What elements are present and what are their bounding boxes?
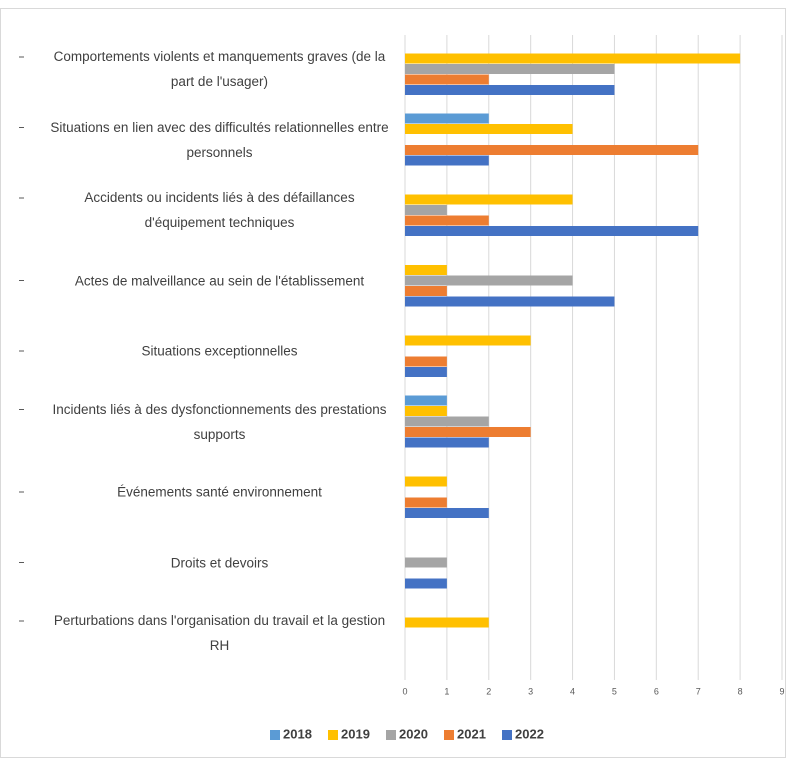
bar (405, 356, 447, 367)
category-label: Situations exceptionnelles (141, 343, 298, 359)
bar (405, 226, 699, 236)
bar (405, 85, 615, 95)
bar (405, 617, 489, 628)
bar (405, 215, 489, 226)
legend-label: 2019 (341, 726, 370, 741)
bar (405, 265, 447, 275)
bar (405, 335, 531, 346)
bar (405, 557, 447, 568)
legend-label: 2021 (457, 726, 486, 741)
bar (405, 275, 573, 286)
bar (405, 406, 447, 416)
category-label: Situations en lien avec des difficultés … (50, 119, 389, 160)
category-label: Événements santé environnement (117, 484, 322, 500)
x-tick-label: 0 (402, 686, 407, 696)
bar (405, 416, 489, 427)
bar (405, 497, 447, 508)
x-tick-label: 2 (486, 686, 491, 696)
bar (405, 427, 531, 437)
legend-swatch (444, 730, 454, 740)
bar (405, 367, 447, 377)
bar (405, 145, 699, 155)
x-tick-label: 7 (696, 686, 701, 696)
bar (405, 155, 489, 166)
bar (405, 578, 447, 589)
x-tick-label: 4 (570, 686, 575, 696)
x-tick-label: 5 (612, 686, 617, 696)
category-label: Perturbations dans l'organisation du tra… (53, 613, 386, 653)
legend-label: 2020 (399, 726, 428, 741)
legend-label: 2022 (515, 726, 544, 741)
x-tick-label: 9 (779, 686, 784, 696)
bar (405, 74, 489, 85)
category-label: Accidents ou incidents liés à des défail… (84, 190, 355, 230)
bar (405, 194, 573, 205)
category-label: Incidents liés à des dysfonctionnements … (52, 401, 387, 442)
bar (405, 508, 489, 518)
bar (405, 437, 489, 448)
legend-label: 2018 (283, 726, 312, 741)
bar (405, 113, 489, 124)
legend-swatch (502, 730, 512, 740)
legend-swatch (386, 730, 396, 740)
bar (405, 296, 615, 307)
category-label: Comportements violents et manquements gr… (53, 49, 386, 89)
x-tick-label: 1 (444, 686, 449, 696)
bar (405, 286, 447, 296)
bar (405, 64, 615, 74)
bar (405, 205, 447, 215)
x-tick-label: 8 (738, 686, 743, 696)
legend-swatch (328, 730, 338, 740)
x-tick-label: 6 (654, 686, 659, 696)
category-label: Droits et devoirs (170, 555, 269, 570)
category-label: Actes de malveillance au sein de l'établ… (74, 273, 365, 288)
bar (405, 395, 447, 406)
bar (405, 53, 741, 64)
bar (405, 476, 447, 487)
legend-swatch (270, 730, 280, 740)
bar (405, 124, 573, 134)
x-tick-label: 3 (528, 686, 533, 696)
